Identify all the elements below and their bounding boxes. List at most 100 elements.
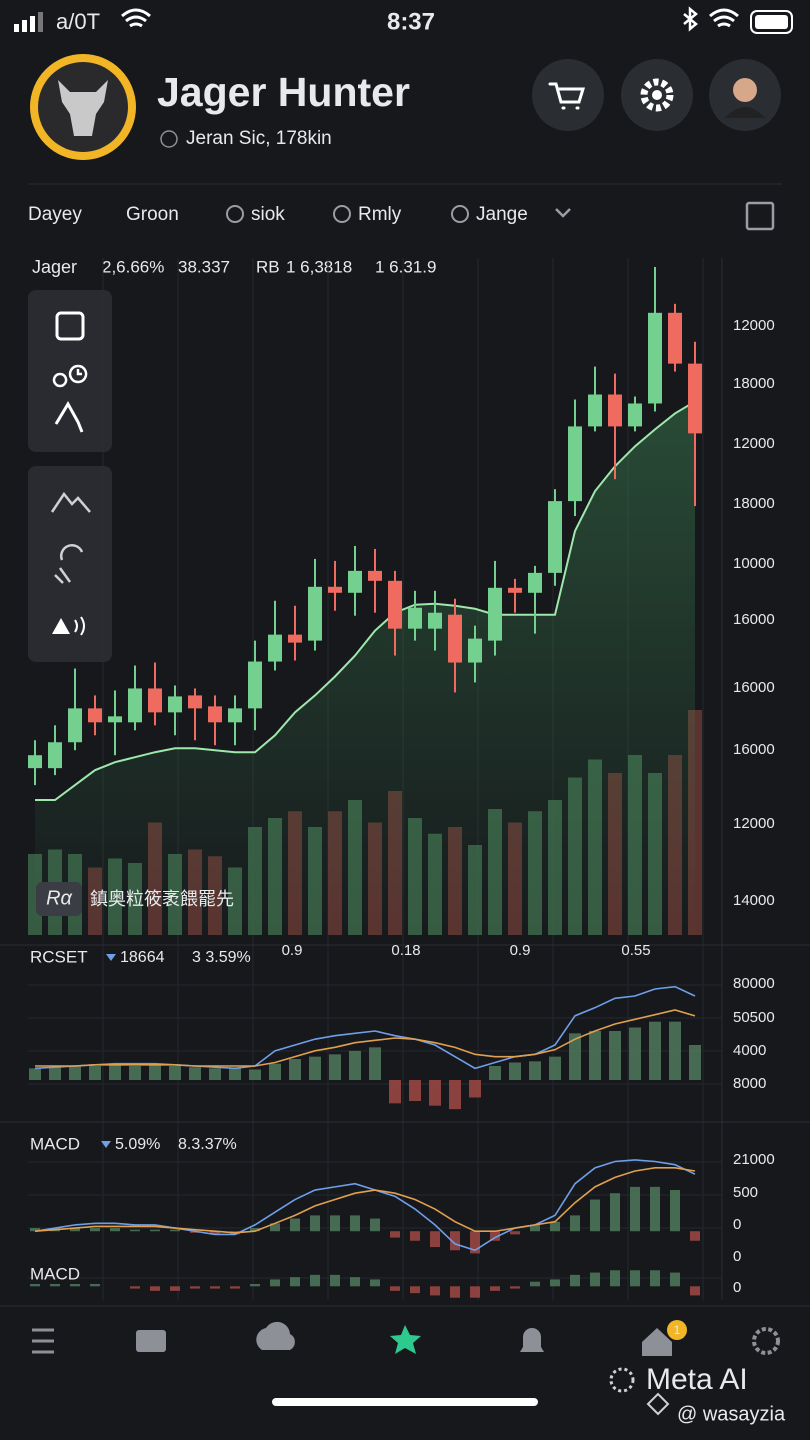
histogram-bar — [650, 1186, 660, 1232]
tab-icon — [333, 205, 351, 223]
candle-body — [28, 755, 42, 769]
histogram-bar — [430, 1286, 440, 1296]
histogram-bar — [169, 1066, 181, 1080]
histogram-bar — [390, 1231, 400, 1238]
candle-body — [308, 586, 322, 641]
histogram-bar — [569, 1033, 581, 1080]
signal-bar — [14, 24, 19, 32]
histogram-bar — [290, 1277, 300, 1287]
histogram-bar — [249, 1069, 261, 1080]
time-axis-label: 0.18 — [391, 942, 420, 959]
price-axis-label: 16000 — [733, 741, 775, 758]
measure-tool[interactable] — [54, 543, 84, 584]
candle-body — [688, 363, 702, 434]
candle-body — [368, 570, 382, 581]
indicator-arrow — [101, 1141, 111, 1148]
tab[interactable]: Rmly — [358, 204, 402, 225]
wallet-tab[interactable] — [136, 1330, 166, 1352]
histogram-bar — [189, 1067, 201, 1080]
histogram-bar — [510, 1286, 520, 1289]
tab[interactable]: Dayey — [28, 204, 82, 225]
indicator-axis-label: 0 — [733, 1216, 741, 1233]
battery — [750, 10, 793, 34]
ma-area — [35, 401, 695, 935]
time-tool[interactable] — [52, 364, 88, 388]
trend-tool[interactable] — [50, 491, 91, 513]
cart-button[interactable] — [532, 59, 604, 131]
indicator-axis-label: 0 — [733, 1248, 741, 1265]
candle-body — [388, 580, 402, 629]
histogram-bar — [330, 1274, 340, 1287]
histogram-bar — [669, 1021, 681, 1080]
histogram-bar — [690, 1231, 700, 1241]
indicator-change: 3 3.59% — [192, 949, 251, 966]
candle-body — [228, 708, 242, 723]
indicator-axis-label: 50500 — [733, 1009, 775, 1026]
histogram-bar — [230, 1286, 240, 1289]
candle-body — [408, 607, 422, 629]
histogram-bar — [250, 1284, 260, 1287]
histogram-bar — [70, 1284, 80, 1287]
histogram-bar — [510, 1231, 520, 1235]
histogram-bar — [350, 1215, 360, 1232]
save-tool[interactable] — [55, 311, 85, 341]
price-axis-label: 16000 — [733, 611, 775, 628]
candle-body — [348, 570, 362, 593]
price-axis-label: 12000 — [733, 317, 775, 334]
histogram-bar — [130, 1229, 140, 1232]
histogram-bar — [630, 1270, 640, 1287]
share-button[interactable] — [745, 201, 775, 231]
indicator-arrow — [106, 954, 116, 961]
histogram-bar — [170, 1229, 180, 1232]
histogram-bar — [210, 1231, 220, 1235]
histogram-bar — [670, 1272, 680, 1287]
histogram-bar — [269, 1063, 281, 1080]
candle-body — [128, 688, 142, 723]
alerts-tab[interactable] — [520, 1328, 544, 1352]
signal-bar — [22, 20, 27, 32]
ref-change: 1 6.31.9 — [375, 257, 436, 276]
histogram-bar — [129, 1066, 141, 1080]
candle-body — [248, 661, 262, 709]
cloud-tab[interactable] — [256, 1321, 295, 1350]
histogram-bar — [570, 1215, 580, 1232]
histogram-bar — [610, 1193, 620, 1232]
tab[interactable]: Jange — [476, 204, 528, 225]
header: Jager Hunter Jeran Sic, 178kin — [30, 54, 781, 160]
draw-tool[interactable] — [54, 401, 84, 433]
wifi-icon — [121, 8, 151, 28]
settings-tab[interactable] — [752, 1327, 780, 1355]
histogram-bar — [350, 1277, 360, 1287]
avatar-logo — [58, 80, 108, 136]
dropdown-icon[interactable] — [555, 208, 571, 218]
indicator-line — [34, 1167, 696, 1234]
menu-tab[interactable] — [32, 1328, 54, 1354]
candle-body — [68, 708, 82, 743]
watermark-text: 鎮奥粒筱袤餵罷先 — [90, 889, 234, 909]
price-axis-label: 12000 — [733, 435, 775, 452]
histogram-bar — [470, 1286, 480, 1298]
histogram-bar — [150, 1229, 160, 1232]
home-tab[interactable] — [642, 1328, 672, 1356]
tab[interactable]: Groon — [126, 204, 179, 225]
histogram-bar — [310, 1215, 320, 1232]
meta-ai-watermark: Meta AI @ wasayzia — [609, 1363, 786, 1425]
histogram-bar — [550, 1279, 560, 1287]
candle-body — [668, 312, 682, 364]
histogram-bar — [229, 1068, 241, 1080]
histogram-bar — [90, 1228, 100, 1232]
indicator-axis-label: 21000 — [733, 1151, 775, 1168]
candle-body — [288, 634, 302, 643]
histogram-bar — [549, 1056, 561, 1080]
alert-tool[interactable] — [52, 618, 70, 634]
candle-body — [188, 695, 202, 709]
histogram-bar — [70, 1228, 80, 1232]
watermark: Rα 鎮奥粒筱袤餵罷先 — [36, 882, 234, 916]
tab[interactable]: siok — [251, 204, 285, 225]
signal-bar — [30, 16, 35, 32]
time-axis-label: 0.55 — [621, 942, 650, 959]
favorites-tab[interactable] — [390, 1325, 421, 1354]
candle-body — [148, 688, 162, 713]
histogram-bar — [529, 1061, 541, 1080]
tab-icon — [226, 205, 244, 223]
